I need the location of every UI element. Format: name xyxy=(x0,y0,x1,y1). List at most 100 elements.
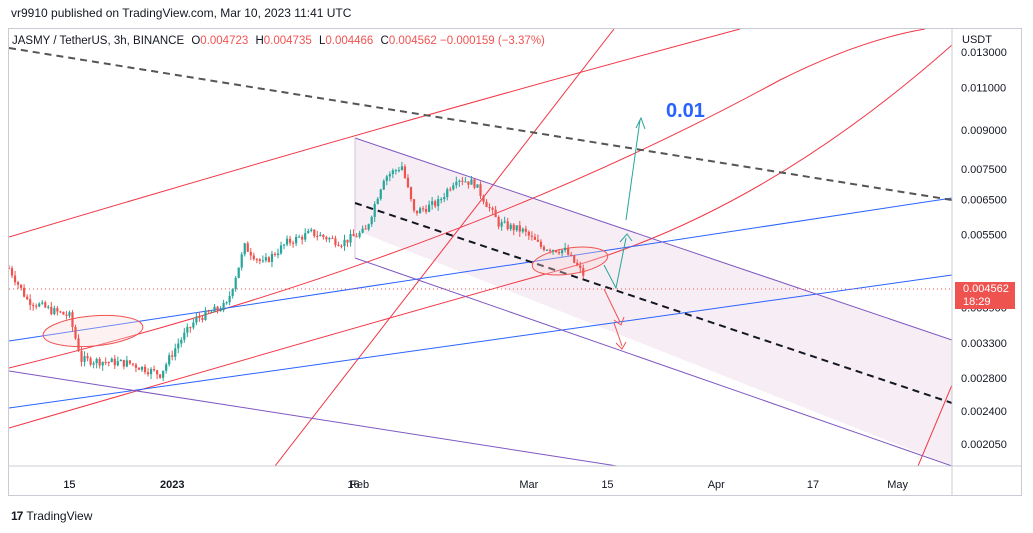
candle-body xyxy=(122,359,125,367)
blue-trendline-upper[interactable] xyxy=(9,197,952,342)
low-value: 0.004466 xyxy=(325,35,374,47)
green-arrowhead-2 xyxy=(635,116,646,130)
candle-body xyxy=(186,326,189,333)
target-annotation[interactable]: 0.01 xyxy=(666,100,705,122)
candle-body xyxy=(204,310,207,320)
candle-body xyxy=(68,312,71,316)
candle-body xyxy=(403,166,407,178)
red-arrowhead-2 xyxy=(615,341,627,350)
candle-body xyxy=(16,282,20,285)
candle-body xyxy=(524,228,527,232)
purple-channel-top[interactable] xyxy=(354,137,952,341)
candle-body xyxy=(210,311,213,313)
candle-body xyxy=(104,361,107,363)
close-value: 0.004562 xyxy=(388,35,437,47)
candle-body xyxy=(316,235,319,237)
candle-body xyxy=(86,356,89,359)
dashed-channel-midline[interactable] xyxy=(354,202,952,404)
candle-body xyxy=(267,257,271,262)
candle-body xyxy=(385,176,388,181)
purple-channel-bottom[interactable] xyxy=(354,257,952,466)
candle-body xyxy=(412,199,416,211)
dashed-long-trendline[interactable] xyxy=(9,47,952,201)
candle-body xyxy=(249,251,252,256)
candle-body xyxy=(140,366,144,370)
candle-body xyxy=(23,287,26,297)
candle-body xyxy=(539,241,543,247)
high-value: 0.004735 xyxy=(263,35,312,47)
red-arc-upper[interactable] xyxy=(9,29,741,238)
time-tick-label: Mar xyxy=(519,479,538,491)
price-axis-ticks[interactable]: 0.013000 0.011000 0.009000 0.007500 0.006500… xyxy=(961,47,1007,451)
candle-body xyxy=(521,228,524,232)
price-tick-label: 0.002400 xyxy=(961,406,1007,418)
price-tick-label: 0.006500 xyxy=(961,194,1007,206)
highlight-ellipse-left[interactable] xyxy=(42,312,144,351)
footer-brand[interactable]: 17 TradingView xyxy=(11,509,92,523)
candle-body xyxy=(509,224,512,230)
candle-body xyxy=(358,232,361,237)
candle-body xyxy=(258,259,261,261)
candle-body xyxy=(434,201,437,207)
candle-body xyxy=(464,181,467,183)
candle-body xyxy=(71,312,74,328)
candle-body xyxy=(337,244,340,246)
chart-frame[interactable] xyxy=(8,28,1022,496)
red-arc-lower[interactable] xyxy=(9,44,952,429)
candle-body xyxy=(388,174,391,177)
candle-body xyxy=(41,302,44,304)
candle-body xyxy=(301,236,304,240)
candle-body xyxy=(473,179,476,188)
candle-body xyxy=(325,237,328,240)
candle-series[interactable] xyxy=(8,161,585,382)
candle-body xyxy=(276,253,280,256)
candle-body xyxy=(437,199,440,207)
candle-body xyxy=(32,304,35,306)
candle-body xyxy=(177,343,180,349)
candle-body xyxy=(113,358,116,366)
blue-trendline-lower[interactable] xyxy=(9,274,952,409)
candle-body xyxy=(110,358,113,363)
red-line-steep[interactable] xyxy=(274,29,615,466)
projection-arrows[interactable] xyxy=(603,116,646,350)
candle-body xyxy=(561,250,564,254)
red-line-bottom-right[interactable] xyxy=(917,384,952,466)
candle-body xyxy=(240,254,243,268)
candle-body xyxy=(557,251,561,254)
candle-body xyxy=(101,361,104,366)
candle-body xyxy=(479,184,482,196)
time-tick-label: 15 xyxy=(601,479,613,491)
candle-body xyxy=(548,249,552,252)
candle-body xyxy=(491,207,494,210)
price-tick-label: 0.003300 xyxy=(961,338,1007,350)
candle-body xyxy=(349,234,352,243)
purple-line-lower-left[interactable] xyxy=(9,370,630,468)
candle-body xyxy=(162,370,165,378)
candle-body xyxy=(125,360,128,367)
candle-body xyxy=(195,316,198,323)
candle-body xyxy=(455,181,458,186)
candle-body xyxy=(334,238,337,245)
candle-body xyxy=(207,310,210,312)
candle-body xyxy=(346,239,349,243)
candle-body xyxy=(180,339,183,344)
symbol-label[interactable]: JASMY / TetherUS, 3h, BINANCE xyxy=(12,35,185,47)
last-price-value: 0.004562 xyxy=(963,283,1009,295)
candle-body xyxy=(243,243,246,255)
candle-body xyxy=(415,210,419,214)
candle-body xyxy=(152,368,156,371)
candle-body xyxy=(59,311,62,313)
candle-body xyxy=(62,311,65,315)
close-label: C xyxy=(380,35,389,47)
price-tick-label: 0.013000 xyxy=(961,47,1007,59)
candle-body xyxy=(343,239,346,247)
time-tick-label: 16 xyxy=(347,479,359,491)
candle-body xyxy=(29,299,32,305)
candle-body xyxy=(231,289,234,296)
published-note: vr9910 published on TradingView.com, Mar… xyxy=(11,6,352,20)
candle-body xyxy=(13,275,17,283)
candle-body xyxy=(530,235,533,237)
candle-body xyxy=(564,247,567,251)
